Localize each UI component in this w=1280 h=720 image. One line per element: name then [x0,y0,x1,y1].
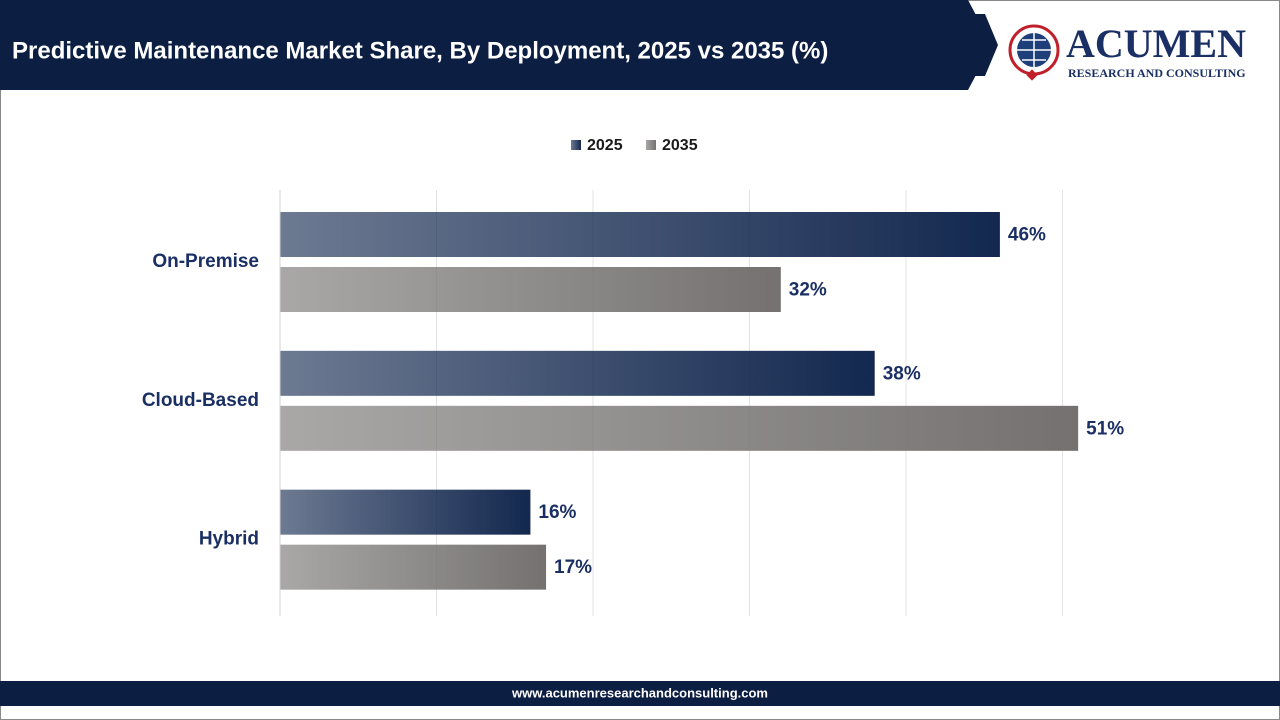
bar [280,212,1000,257]
bar [280,405,1079,451]
legend-label: 2035 [662,137,698,154]
value-label: 32% [789,280,827,301]
bar [280,544,547,590]
logo: ACUMEN RESEARCH AND CONSULTING [1008,21,1246,81]
brand: ACUMEN [1066,21,1246,66]
logo-diamond [1026,69,1038,81]
bar [280,350,875,396]
value-label: 46% [1008,225,1046,246]
value-label: 51% [1086,418,1124,439]
y-tick-label: Cloud-Based [142,390,259,411]
footer-band [0,681,1280,706]
legend-label: 2025 [587,137,623,154]
y-tick-label: On-Premise [152,251,259,272]
value-label: 16% [538,502,576,523]
value-label: 17% [554,557,592,578]
tagline: RESEARCH AND CONSULTING [1068,66,1246,80]
footer-url: www.acumenresearchandconsulting.com [511,685,768,700]
bar [280,267,781,312]
title-banner [0,0,992,90]
y-tick-label: Hybrid [199,529,259,550]
legend-swatch [646,140,656,150]
banner-chevron [975,14,998,76]
value-label: 38% [883,363,921,384]
legend-swatch [571,140,581,150]
chart-title: Predictive Maintenance Market Share, By … [12,37,828,64]
logo-lines [1017,33,1051,67]
bar [280,489,531,535]
